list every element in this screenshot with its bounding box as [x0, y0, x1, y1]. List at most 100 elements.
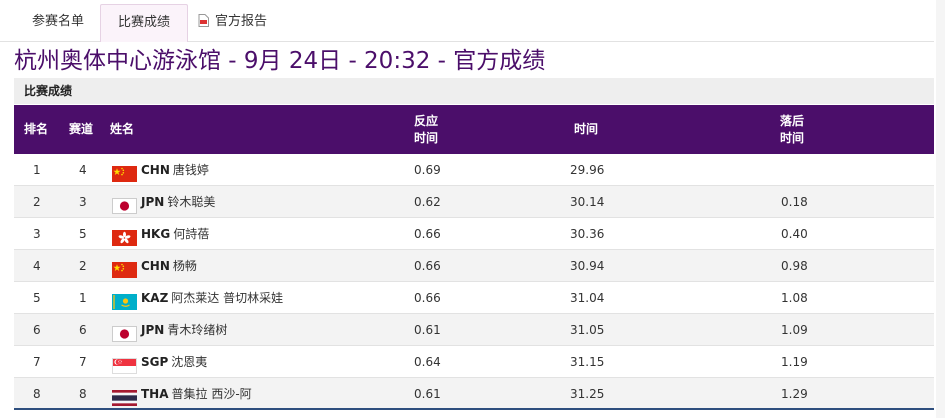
table-row: 8 8 THA 普集拉 西沙-阿 0.61 31.25 1.29 — [14, 378, 934, 410]
behind-time-cell: 1.19 — [781, 355, 808, 369]
rank-cell: 6 — [33, 323, 41, 337]
athlete-name: CHN 杨畅 — [141, 250, 197, 282]
athlete-name: JPN 铃木聪美 — [141, 186, 215, 218]
time-cell: 31.25 — [570, 387, 605, 401]
rank-cell: 3 — [33, 227, 41, 241]
tab-official-report[interactable]: 官方报告 — [198, 4, 288, 40]
time-cell: 30.94 — [570, 259, 605, 273]
athlete-name: THA 普集拉 西沙-阿 — [141, 378, 252, 410]
country-code: JPN — [141, 195, 165, 209]
athlete-name-text: 阿杰莱达 普切林采娃 — [171, 291, 284, 305]
table-row: 1 4 CHN 唐钱婷 0.69 29.96 — [14, 154, 934, 186]
col-behind-header-line1: 落后 — [780, 114, 805, 128]
behind-time-cell: 1.29 — [781, 387, 808, 401]
tab-bar: 参赛名单 比赛成绩 官方报告 — [0, 0, 934, 42]
lane-cell: 4 — [79, 163, 87, 177]
rank-cell: 1 — [33, 163, 41, 177]
athlete-name: SGP 沈恩夷 — [141, 346, 207, 378]
time-cell: 30.14 — [570, 195, 605, 209]
behind-time-cell: 1.09 — [781, 323, 808, 337]
athlete-name: JPN 青木玲绪树 — [141, 314, 227, 346]
time-cell: 30.36 — [570, 227, 605, 241]
lane-cell: 2 — [79, 259, 87, 273]
lane-cell: 8 — [79, 387, 87, 401]
country-code: CHN — [141, 163, 170, 177]
section-label: 比赛成绩 — [24, 84, 73, 98]
col-time-header: 时间 — [574, 122, 599, 136]
pdf-icon — [198, 6, 209, 42]
section-header: 比赛成绩 — [14, 78, 934, 104]
time-cell: 31.04 — [570, 291, 605, 305]
col-rank-header: 排名 — [24, 122, 49, 136]
rank-cell: 5 — [33, 291, 41, 305]
reaction-time-cell: 0.66 — [414, 259, 441, 273]
behind-time-cell: 0.18 — [781, 195, 808, 209]
flag-tha-icon — [112, 386, 137, 406]
athlete-name: CHN 唐钱婷 — [141, 154, 209, 186]
time-cell: 31.15 — [570, 355, 605, 369]
athlete-name: HKG 何詩蓓 — [141, 218, 209, 250]
flag-chn-icon — [112, 258, 137, 278]
athlete-name-text: 杨畅 — [172, 259, 197, 273]
reaction-time-cell: 0.66 — [414, 227, 441, 241]
behind-time-cell: 0.98 — [781, 259, 808, 273]
col-reaction-header-line1: 反应 — [414, 114, 439, 128]
lane-cell: 3 — [79, 195, 87, 209]
scrollbar[interactable] — [936, 0, 945, 418]
athlete-name-text: 铃木聪美 — [167, 195, 216, 209]
rank-cell: 2 — [33, 195, 41, 209]
page-title: 杭州奥体中心游泳馆 - 9月 24日 - 20:32 - 官方成绩 — [14, 48, 546, 74]
lane-cell: 6 — [79, 323, 87, 337]
tab-official-report-label: 官方报告 — [215, 14, 268, 29]
country-code: HKG — [141, 227, 171, 241]
athlete-name: KAZ 阿杰莱达 普切林采娃 — [141, 282, 283, 314]
results-table-header: 排名 赛道 姓名 反应 时间 时间 落后 时间 — [14, 105, 934, 154]
col-lane-header: 赛道 — [69, 122, 94, 136]
table-row: 7 7 SGP 沈恩夷 0.64 31.15 1.19 — [14, 346, 934, 378]
rank-cell: 8 — [33, 387, 41, 401]
table-bottom-border — [14, 408, 934, 410]
tab-results-label: 比赛成绩 — [117, 15, 170, 30]
athlete-name-text: 沈恩夷 — [171, 355, 208, 369]
col-behind-header-line2: 时间 — [780, 131, 805, 145]
reaction-time-cell: 0.69 — [414, 163, 441, 177]
reaction-time-cell: 0.64 — [414, 355, 441, 369]
lane-cell: 1 — [79, 291, 87, 305]
tab-start-list-label: 参赛名单 — [31, 14, 84, 29]
time-cell: 31.05 — [570, 323, 605, 337]
athlete-name-text: 唐钱婷 — [172, 163, 209, 177]
table-row: 5 1 KAZ 阿杰莱达 普切林采娃 0.66 31.04 1.08 — [14, 282, 934, 314]
col-name-header: 姓名 — [110, 122, 135, 136]
time-cell: 29.96 — [570, 163, 605, 177]
country-code: JPN — [141, 323, 165, 337]
flag-chn-icon — [112, 162, 137, 182]
rank-cell: 4 — [33, 259, 41, 273]
country-code: CHN — [141, 259, 170, 273]
behind-time-cell: 0.40 — [781, 227, 808, 241]
behind-time-cell: 1.08 — [781, 291, 808, 305]
lane-cell: 7 — [79, 355, 87, 369]
flag-sgp-icon — [112, 354, 137, 374]
country-code: KAZ — [141, 291, 169, 305]
tab-start-list[interactable]: 参赛名单 — [18, 4, 98, 40]
tab-results[interactable]: 比赛成绩 — [100, 4, 188, 42]
flag-hkg-icon — [112, 226, 137, 246]
table-row: 6 6 JPN 青木玲绪树 0.61 31.05 1.09 — [14, 314, 934, 346]
col-reaction-header-line2: 时间 — [414, 131, 439, 145]
table-row: 3 5 HKG 何詩蓓 0.66 30.36 0.40 — [14, 218, 934, 250]
flag-jpn-icon — [112, 322, 137, 342]
reaction-time-cell: 0.61 — [414, 323, 441, 337]
reaction-time-cell: 0.61 — [414, 387, 441, 401]
country-code: THA — [141, 387, 169, 401]
country-code: SGP — [141, 355, 169, 369]
results-table-body: 1 4 CHN 唐钱婷 0.69 29.96 2 3 JPN 铃木聪美 0.62 30.14 0.18 3… — [14, 154, 934, 410]
athlete-name-text: 何詩蓓 — [173, 227, 210, 241]
athlete-name-text: 普集拉 西沙-阿 — [171, 387, 252, 401]
reaction-time-cell: 0.66 — [414, 291, 441, 305]
reaction-time-cell: 0.62 — [414, 195, 441, 209]
flag-kaz-icon — [112, 290, 137, 310]
athlete-name-text: 青木玲绪树 — [167, 323, 228, 337]
lane-cell: 5 — [79, 227, 87, 241]
flag-jpn-icon — [112, 194, 137, 214]
table-row: 2 3 JPN 铃木聪美 0.62 30.14 0.18 — [14, 186, 934, 218]
